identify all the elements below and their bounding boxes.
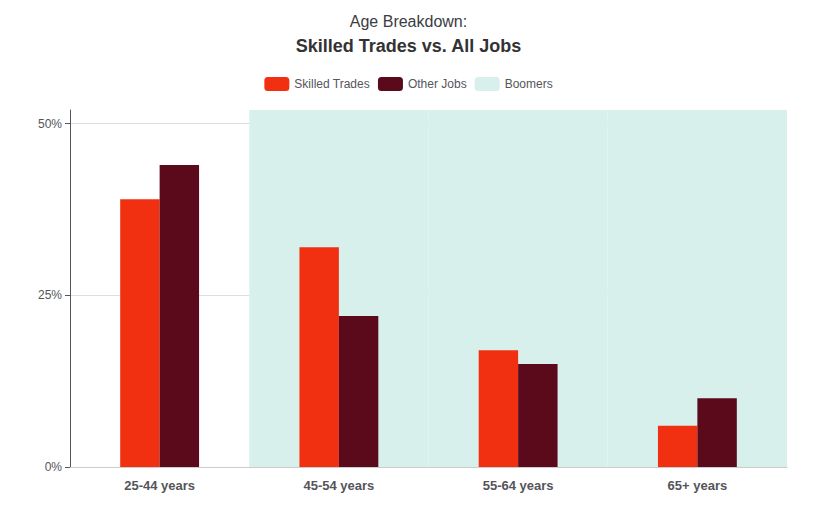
svg-text:45-54 years: 45-54 years: [303, 478, 374, 493]
svg-text:55-64 years: 55-64 years: [483, 478, 554, 493]
svg-text:Boomers: Boomers: [505, 77, 553, 91]
svg-text:25%: 25%: [38, 288, 62, 302]
svg-text:Skilled Trades: Skilled Trades: [294, 77, 369, 91]
svg-text:25-44 years: 25-44 years: [124, 478, 195, 493]
svg-text:0%: 0%: [45, 460, 63, 474]
svg-text:65+ years: 65+ years: [668, 478, 728, 493]
svg-text:50%: 50%: [38, 117, 62, 131]
svg-text:Age Breakdown:: Age Breakdown:: [350, 13, 467, 30]
svg-text:Skilled Trades vs. All Jobs: Skilled Trades vs. All Jobs: [296, 36, 521, 56]
svg-text:Other Jobs: Other Jobs: [408, 77, 467, 91]
